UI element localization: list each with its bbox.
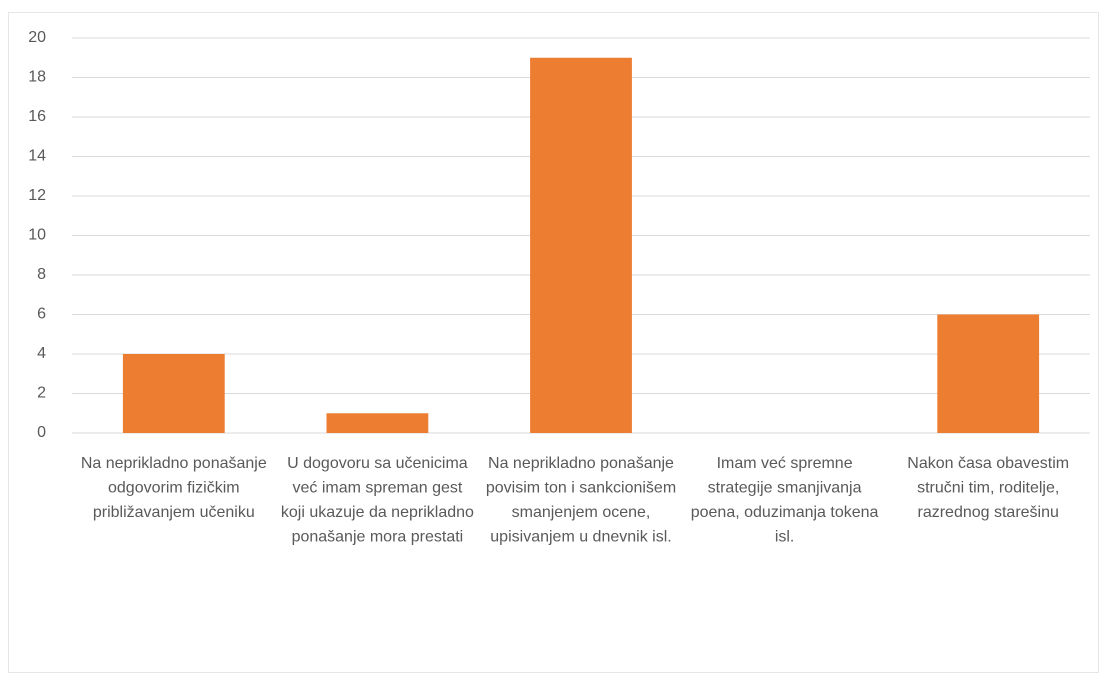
y-tick-label: 16: [28, 108, 46, 125]
bar: [937, 314, 1040, 433]
y-tick-label: 2: [37, 385, 46, 402]
y-tick-label: 10: [28, 227, 46, 244]
y-tick-label: 12: [28, 187, 46, 204]
x-tick-label: Nakon časa obavestim stručni tim, roditel…: [907, 455, 1069, 521]
x-tick-label: Imam već spremne strategije smanjivanja po…: [691, 455, 879, 546]
y-tick-label: 6: [37, 306, 46, 323]
bar: [530, 57, 632, 433]
x-tick-label: U dogovoru sa učenicima već imam spreman …: [281, 455, 474, 546]
y-tick-label: 20: [28, 29, 46, 46]
x-tick-label: Na neprikladno ponašanje povisim ton i sa…: [486, 455, 676, 546]
bar: [122, 354, 225, 433]
y-tick-label: 4: [37, 345, 46, 362]
y-tick-label: 18: [28, 69, 46, 86]
x-tick-label: Na neprikladno ponašanje odgovorim fizičk…: [81, 455, 267, 521]
y-tick-label: 14: [28, 148, 46, 165]
y-tick-label: 8: [37, 266, 46, 283]
y-tick-label: 0: [37, 424, 46, 441]
bar: [326, 413, 429, 433]
